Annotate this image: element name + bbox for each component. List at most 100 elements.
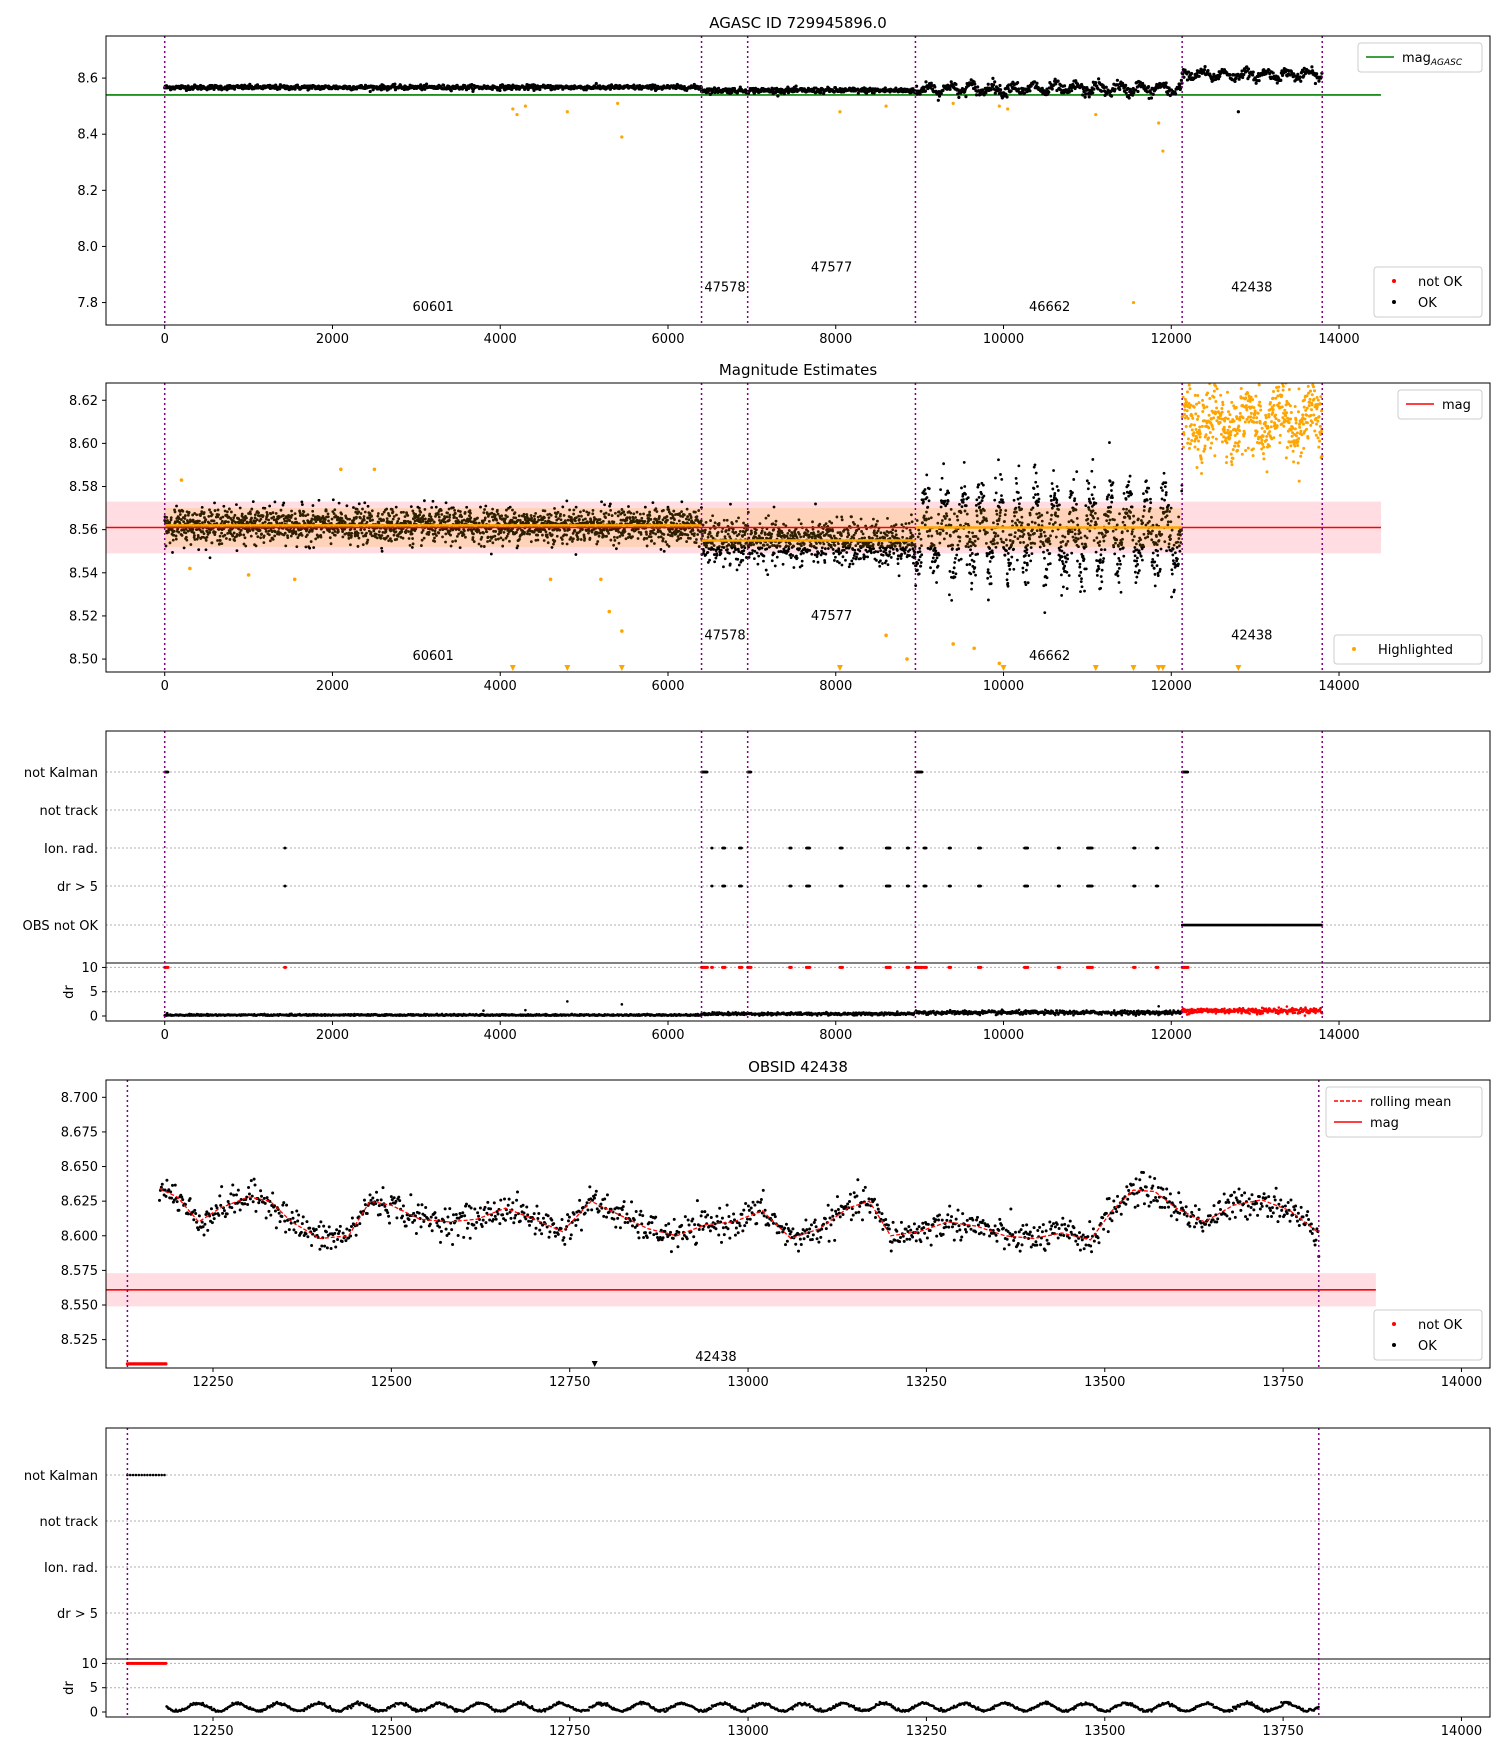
ok-point (254, 531, 258, 535)
ok-point (447, 518, 451, 522)
ok-point (1242, 72, 1246, 77)
ok-point (991, 76, 995, 80)
ok-point (203, 516, 206, 519)
ok-point (440, 513, 444, 516)
ok-point (842, 548, 846, 552)
ok-point (736, 557, 740, 561)
ok-point (781, 562, 785, 566)
obsid-label: 46662 (1029, 300, 1070, 315)
ok-point (168, 520, 172, 524)
ok-point (428, 512, 432, 516)
ok-point (410, 545, 414, 549)
ok-point (565, 499, 569, 503)
ok-point (1178, 83, 1182, 87)
ok-point (791, 554, 795, 557)
ok-point (1047, 90, 1051, 94)
ok-point (225, 510, 229, 514)
ok-point (177, 530, 181, 534)
ok-point (380, 534, 384, 537)
ok-point (447, 507, 451, 511)
ok-point (399, 511, 403, 514)
highlight-point (884, 104, 888, 108)
ok-point (418, 513, 422, 517)
ok-point (185, 538, 189, 542)
ok-point (878, 564, 882, 568)
ok-point (232, 516, 236, 520)
ok-point (183, 514, 187, 517)
ok-point (208, 556, 212, 560)
ok-point (250, 521, 254, 525)
ok-point (165, 515, 169, 519)
ok-point (279, 531, 282, 535)
ok-point (235, 549, 239, 553)
ok-point (208, 508, 211, 512)
ok-point (819, 91, 823, 95)
ok-point (306, 513, 310, 517)
ok-point (1004, 92, 1008, 96)
ok-point (293, 87, 297, 91)
ok-point (365, 531, 368, 535)
ok-point (280, 521, 284, 525)
ok-point (232, 87, 237, 91)
ok-point (444, 540, 447, 544)
ok-point (424, 517, 427, 521)
ok-point (712, 548, 716, 551)
ok-point (920, 90, 925, 94)
ok-point (262, 541, 266, 544)
ok-point (187, 510, 191, 514)
ok-point (1149, 91, 1153, 95)
ok-point (392, 533, 396, 537)
ok-point (1124, 91, 1128, 95)
ok-point (1189, 71, 1194, 76)
ok-point (265, 510, 269, 514)
ok-point (273, 534, 277, 538)
ok-point (253, 513, 257, 517)
ok-point (304, 545, 308, 549)
ok-point (787, 547, 791, 551)
ok-point (269, 539, 272, 543)
ok-point (340, 517, 344, 520)
ok-point (839, 551, 843, 555)
ok-point (406, 514, 410, 517)
ok-point (314, 520, 318, 524)
ok-point (355, 507, 359, 511)
ok-point (384, 530, 388, 534)
highlight-point (523, 104, 527, 108)
ok-point (168, 541, 172, 545)
ok-point (199, 512, 203, 516)
ok-point (1056, 79, 1060, 83)
ok-point (370, 534, 374, 538)
ok-point (879, 549, 883, 553)
ok-point (180, 534, 184, 537)
ok-point (1082, 85, 1087, 90)
ok-point (431, 499, 435, 503)
ok-point (404, 531, 408, 535)
ok-point (309, 540, 313, 543)
ok-point (432, 520, 436, 524)
ok-point (1050, 87, 1054, 91)
y-tick-label: 8.2 (77, 184, 98, 199)
highlight-point (951, 101, 955, 105)
ok-point (831, 548, 835, 551)
ok-point (443, 516, 447, 520)
highlight-point (1006, 107, 1010, 111)
ok-point (973, 82, 977, 86)
ok-point (385, 507, 389, 511)
ok-point (603, 503, 606, 507)
ok-point (356, 531, 360, 535)
ok-point (808, 548, 812, 552)
ok-point (1131, 93, 1135, 97)
ok-point (178, 513, 182, 516)
ok-point (283, 531, 287, 535)
ok-point (248, 510, 252, 514)
ok-point (772, 505, 776, 509)
ok-point (823, 561, 827, 564)
ok-point (979, 92, 983, 96)
ok-point (193, 538, 197, 541)
ok-point (244, 544, 248, 548)
ok-point (448, 529, 452, 533)
ok-point (284, 544, 288, 548)
ok-point (259, 517, 263, 521)
ok-point (370, 509, 374, 513)
ok-point (751, 86, 755, 91)
